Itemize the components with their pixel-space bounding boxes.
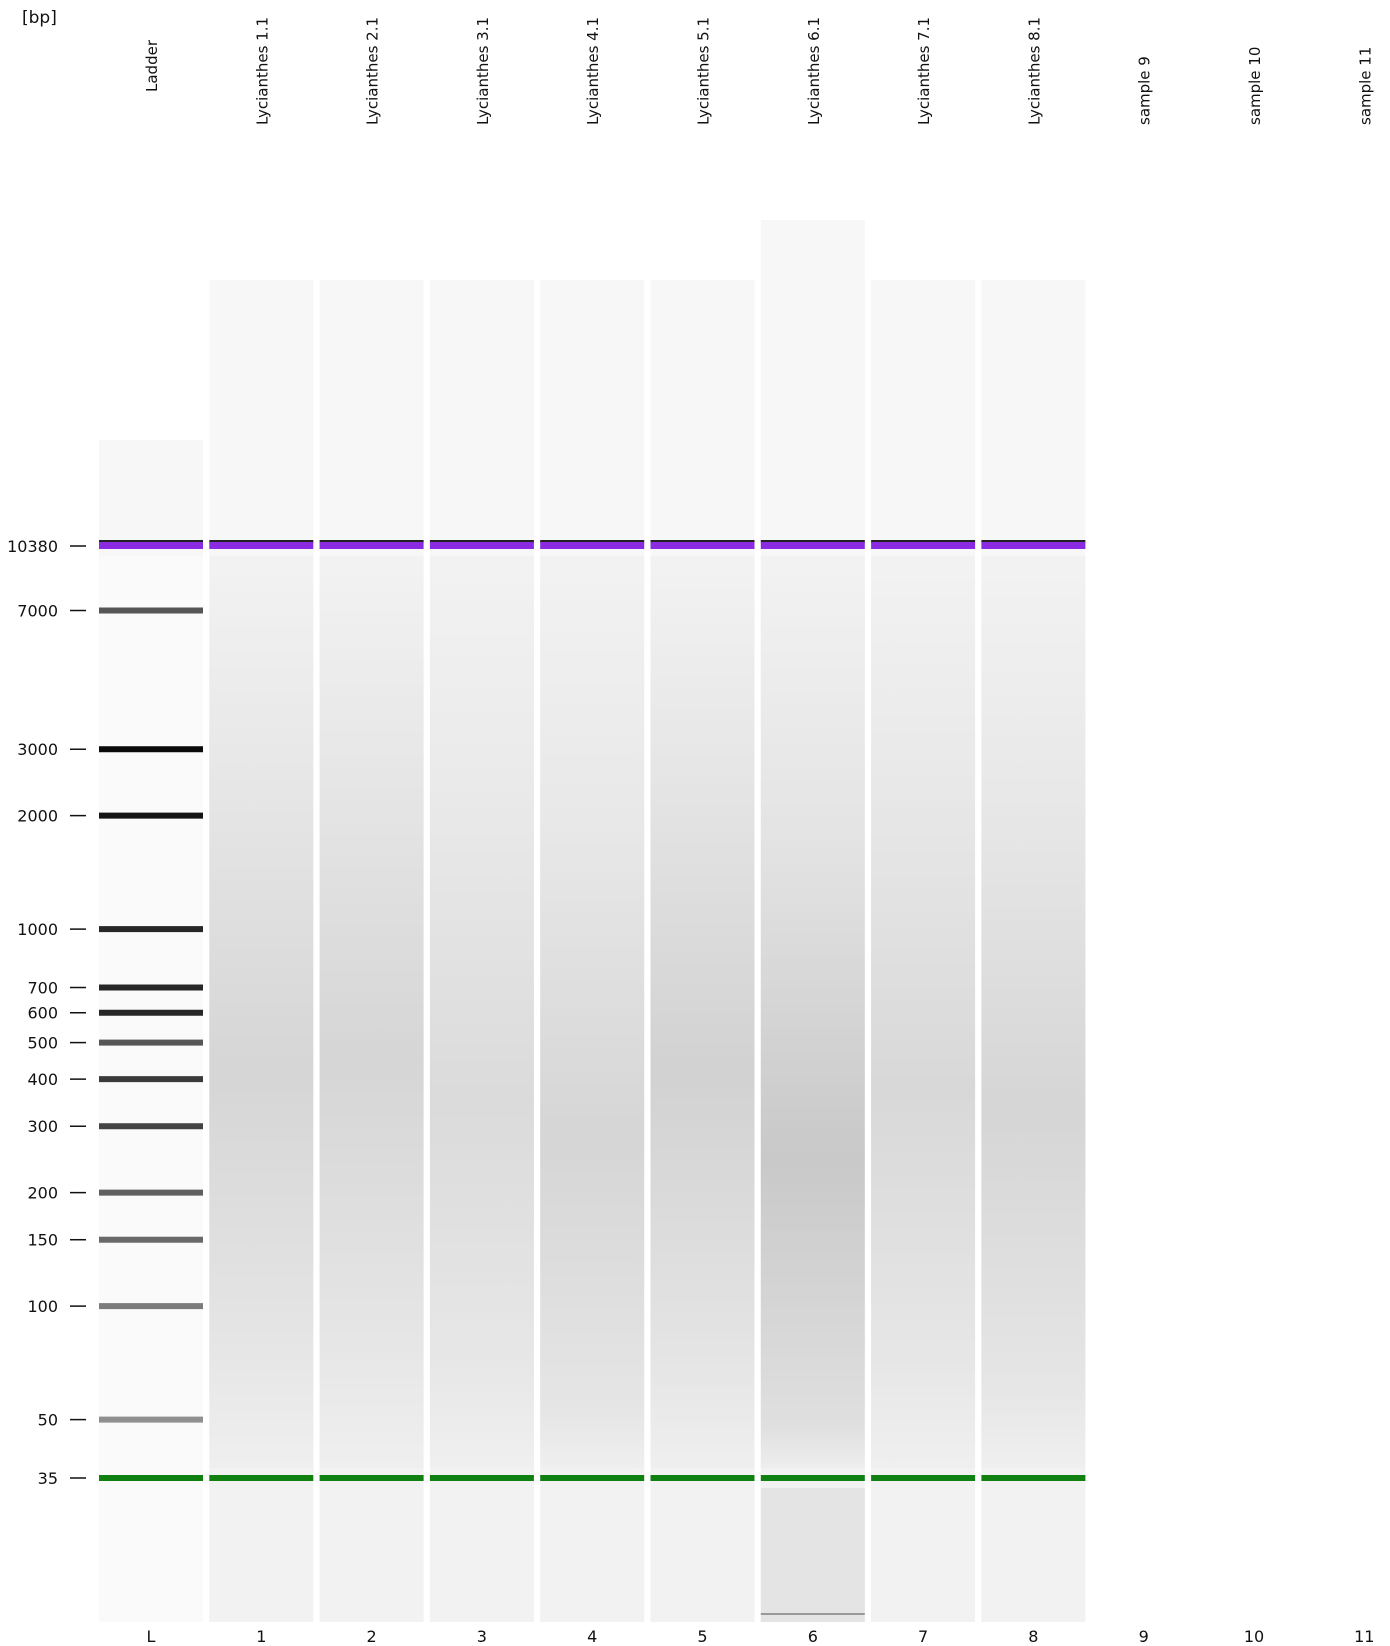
- lane-body: [99, 556, 203, 1622]
- ladder-band: [99, 1009, 203, 1016]
- ladder-band: [99, 1236, 203, 1243]
- upper-marker-band: [650, 542, 755, 549]
- size-tick-label: 10380: [7, 537, 58, 556]
- ladder-band: [99, 1189, 203, 1196]
- upper-marker-band: [429, 542, 534, 549]
- upper-marker-edge: [429, 540, 534, 543]
- lane-index-label: 7: [918, 1627, 928, 1646]
- lane-index-label: 6: [808, 1627, 818, 1646]
- lane-name-label: Lycianthes 1.1: [253, 17, 271, 125]
- lower-marker-band: [319, 1475, 424, 1481]
- lane-tail-shade: [760, 1488, 865, 1622]
- upper-marker-band: [540, 542, 645, 549]
- ladder-band: [99, 1076, 203, 1083]
- lower-marker-band: [209, 1475, 314, 1481]
- upper-marker-band: [871, 542, 976, 549]
- lane-name-label: Lycianthes 8.1: [1025, 17, 1043, 125]
- size-tick-label: 2000: [17, 807, 58, 826]
- size-tick-label: 35: [38, 1469, 58, 1488]
- lane-index-label: 10: [1244, 1627, 1264, 1646]
- ladder-band: [99, 1416, 203, 1423]
- upper-marker-edge: [871, 540, 976, 543]
- size-tick-label: 300: [27, 1117, 58, 1136]
- lower-marker-band: [871, 1475, 976, 1481]
- size-tick-label: 50: [38, 1411, 58, 1430]
- upper-marker-edge: [319, 540, 424, 543]
- lane-name-label: sample 9: [1136, 56, 1154, 125]
- lane-name-label: Ladder: [143, 39, 161, 92]
- lane-name-label: Lycianthes 5.1: [695, 17, 713, 125]
- unit-label: [bp]: [22, 8, 57, 28]
- lane-name-label: sample 11: [1356, 47, 1374, 125]
- ladder-band: [99, 746, 203, 753]
- upper-marker-edge: [99, 540, 203, 543]
- size-tick-label: 100: [27, 1297, 58, 1316]
- sample-smear: [981, 566, 1086, 1468]
- size-tick-label: 400: [27, 1070, 58, 1089]
- sample-smear: [540, 566, 645, 1468]
- ladder-band: [99, 926, 203, 933]
- size-tick-label: 1000: [17, 920, 58, 939]
- lane-name-label: Lycianthes 2.1: [364, 17, 382, 125]
- lane-index-label: 3: [477, 1627, 487, 1646]
- size-tick-label: 150: [27, 1231, 58, 1250]
- lane-index-label: 1: [256, 1627, 266, 1646]
- upper-marker-band: [209, 542, 314, 549]
- lane-index-label: 8: [1028, 1627, 1038, 1646]
- lower-marker-band: [650, 1475, 755, 1481]
- lower-marker-band: [540, 1475, 645, 1481]
- lane-index-label: 11: [1354, 1627, 1374, 1646]
- sample-smear: [319, 566, 424, 1468]
- lane-name-label: Lycianthes 4.1: [584, 17, 602, 125]
- sample-smear: [429, 566, 534, 1468]
- upper-marker-edge: [981, 540, 1086, 543]
- size-tick-label: 200: [27, 1184, 58, 1203]
- upper-marker-edge: [540, 540, 645, 543]
- upper-marker-band: [760, 542, 865, 549]
- lane-name-label: sample 10: [1246, 47, 1264, 125]
- sample-smear: [871, 566, 976, 1468]
- ladder-band: [99, 812, 203, 819]
- ladder-band: [99, 607, 203, 614]
- ladder-band: [99, 1039, 203, 1046]
- lower-marker-band: [429, 1475, 534, 1481]
- lane-index-label: L: [147, 1627, 156, 1646]
- size-tick-label: 500: [27, 1034, 58, 1053]
- upper-marker-edge: [760, 540, 865, 543]
- upper-marker-band: [981, 542, 1086, 549]
- upper-marker-band: [99, 542, 203, 549]
- lane-name-label: Lycianthes 3.1: [474, 17, 492, 125]
- upper-marker-band: [319, 542, 424, 549]
- sample-smear: [209, 566, 314, 1468]
- lane-index-label: 2: [367, 1627, 377, 1646]
- size-tick-label: 700: [27, 979, 58, 998]
- sample-smear: [760, 566, 865, 1468]
- lower-marker-band: [760, 1475, 865, 1481]
- ladder-band: [99, 984, 203, 991]
- size-tick-label: 3000: [17, 740, 58, 759]
- lane-index-label: 9: [1139, 1627, 1149, 1646]
- size-tick-label: 600: [27, 1004, 58, 1023]
- lane-index-label: 4: [587, 1627, 597, 1646]
- lower-marker-band: [981, 1475, 1086, 1481]
- lane-name-label: Lycianthes 6.1: [805, 17, 823, 125]
- lane-index-label: 5: [697, 1627, 707, 1646]
- size-tick-label: 7000: [17, 602, 58, 621]
- lane-name-label: Lycianthes 7.1: [915, 17, 933, 125]
- ladder-band: [99, 1303, 203, 1310]
- upper-marker-edge: [209, 540, 314, 543]
- sample-smear: [650, 566, 755, 1468]
- upper-marker-edge: [650, 540, 755, 543]
- lower-marker-band: [99, 1475, 203, 1481]
- ladder-band: [99, 1123, 203, 1130]
